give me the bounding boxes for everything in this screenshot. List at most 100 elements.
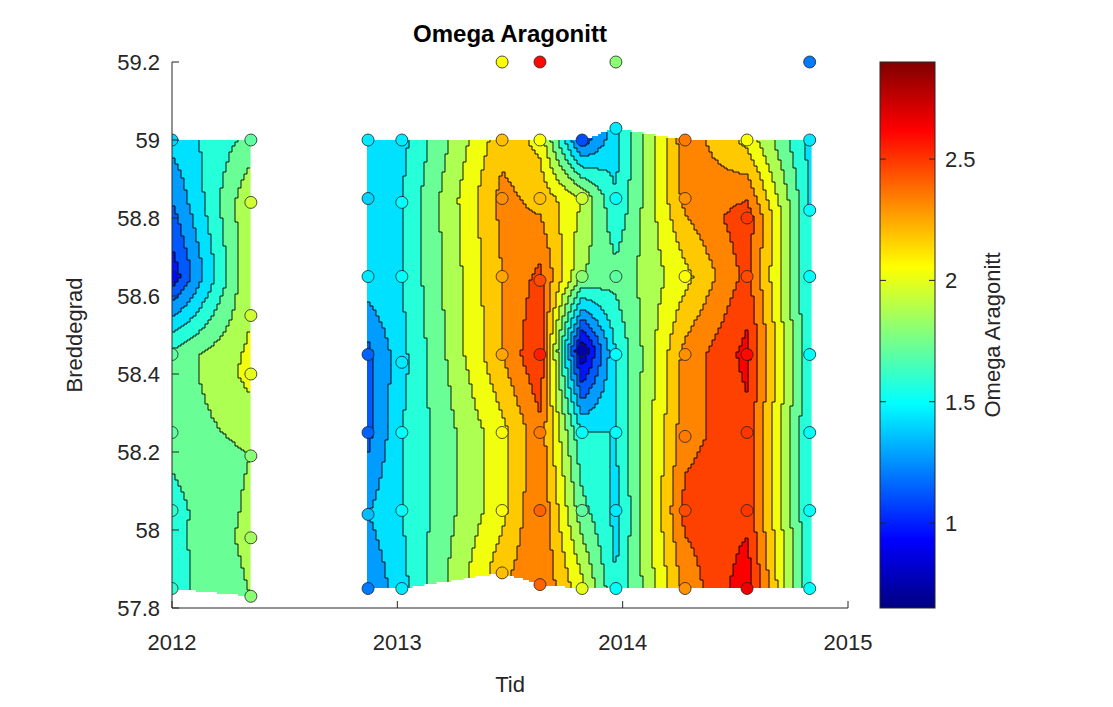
station-point <box>534 349 546 361</box>
contour-band <box>172 130 812 590</box>
station-point <box>679 505 691 517</box>
station-point <box>396 356 408 368</box>
x-tick <box>622 601 623 608</box>
colorbar-tick <box>880 159 886 160</box>
colorbar-tick-label: 2.5 <box>945 147 976 172</box>
station-point <box>496 134 508 146</box>
y-tick-label: 57.8 <box>117 596 160 621</box>
station-point <box>576 271 588 283</box>
colorbar <box>880 62 935 608</box>
station-point <box>362 349 374 361</box>
station-point <box>172 505 178 517</box>
station-point <box>534 505 546 517</box>
x-tick <box>397 601 398 608</box>
station-point <box>396 271 408 283</box>
station-point <box>245 532 257 544</box>
station-point <box>741 427 753 439</box>
y-tick <box>172 452 179 453</box>
station-point <box>245 134 257 146</box>
station-point <box>362 583 374 595</box>
station-point <box>396 134 408 146</box>
station-point <box>245 450 257 462</box>
x-tick-label: 2012 <box>148 630 197 655</box>
x-tick-label: 2014 <box>598 630 647 655</box>
station-point <box>362 427 374 439</box>
y-tick-label: 58.6 <box>117 284 160 309</box>
station-point <box>172 134 178 146</box>
station-point <box>804 583 816 595</box>
y-tick-label: 59.2 <box>117 50 160 75</box>
station-point <box>496 567 508 579</box>
colorbar-tick-label: 1 <box>945 511 957 536</box>
chart: 201220132014201557.85858.258.458.658.859… <box>0 0 1113 707</box>
station-point <box>679 349 691 361</box>
station-point <box>741 583 753 595</box>
station-point <box>534 193 546 205</box>
contour-band <box>172 128 812 588</box>
y-label: Breddegrad <box>62 278 87 393</box>
station-point <box>804 56 816 68</box>
y-tick <box>172 62 179 63</box>
station-point <box>679 430 691 442</box>
y-tick-label: 58.4 <box>117 362 160 387</box>
colorbar-tick-label: 1.5 <box>945 390 976 415</box>
x-tick-label: 2013 <box>373 630 422 655</box>
station-point <box>576 345 588 357</box>
station-point <box>496 505 508 517</box>
station-point <box>362 508 374 520</box>
station-point <box>804 204 816 216</box>
station-point <box>741 505 753 517</box>
station-point <box>496 56 508 68</box>
colorbar-tick <box>880 280 886 281</box>
station-point <box>741 271 753 283</box>
y-tick <box>172 218 179 219</box>
y-tick-label: 58.8 <box>117 206 160 231</box>
colorbar-tick <box>929 159 935 160</box>
station-point <box>496 271 508 283</box>
y-axis <box>172 62 173 608</box>
station-point <box>610 349 622 361</box>
station-point <box>804 427 816 439</box>
station-point <box>534 274 546 286</box>
station-point <box>679 271 691 283</box>
y-tick-label: 58 <box>136 518 160 543</box>
station-point <box>396 505 408 517</box>
station-point <box>804 134 816 146</box>
station-point <box>362 193 374 205</box>
station-point <box>534 579 546 591</box>
y-tick-label: 59 <box>136 128 160 153</box>
y-tick <box>172 296 179 297</box>
x-axis <box>172 608 848 609</box>
colorbar-tick <box>929 523 935 524</box>
station-point <box>362 271 374 283</box>
station-point <box>496 427 508 439</box>
station-point <box>534 427 546 439</box>
station-point <box>576 427 588 439</box>
y-tick <box>172 140 179 141</box>
station-point <box>804 271 816 283</box>
colorbar-tick <box>929 401 935 402</box>
background <box>0 0 1113 707</box>
y-tick-label: 58.2 <box>117 440 160 465</box>
station-point <box>245 310 257 322</box>
colorbar-tick <box>880 523 886 524</box>
station-point <box>245 590 257 602</box>
station-point <box>172 349 178 361</box>
y-tick <box>172 608 179 609</box>
colorbar-tick <box>929 280 935 281</box>
station-point <box>610 583 622 595</box>
y-tick <box>172 530 179 531</box>
contour-band <box>238 136 785 588</box>
colorbar-tick-label: 2 <box>945 268 957 293</box>
station-point <box>396 583 408 595</box>
station-point <box>804 505 816 517</box>
station-point <box>396 196 408 208</box>
title: Omega Aragonitt <box>413 20 607 47</box>
station-point <box>610 505 622 517</box>
station-point <box>362 134 374 146</box>
station-point <box>245 196 257 208</box>
station-point <box>245 368 257 380</box>
station-point <box>610 193 622 205</box>
station-point <box>576 134 588 146</box>
colorbar-tick <box>880 401 886 402</box>
